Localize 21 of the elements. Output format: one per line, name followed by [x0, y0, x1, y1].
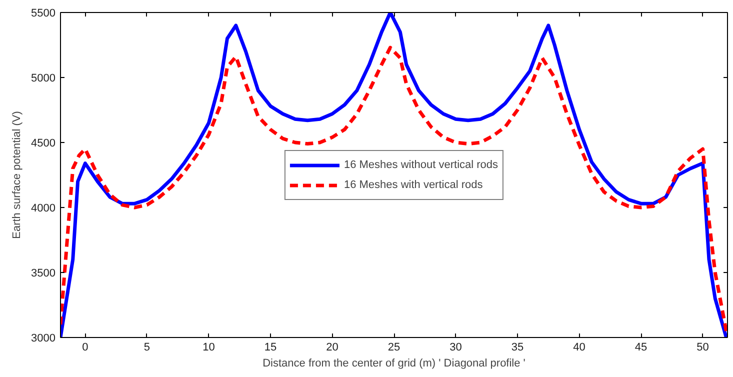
y-tick-label: 4500 [31, 138, 56, 150]
x-tick-label: 20 [326, 342, 338, 354]
legend-label: 16 Meshes without vertical rods [344, 158, 498, 170]
x-tick-label: 15 [264, 342, 277, 354]
y-axis-title: Earth surface potential (V) [11, 111, 24, 239]
y-tick-label: 3000 [31, 332, 56, 344]
x-tick-label: 30 [450, 342, 462, 354]
y-tick-label: 5000 [31, 72, 56, 84]
y-tick-label: 5500 [31, 8, 56, 20]
x-tick-label: 25 [388, 342, 400, 354]
x-tick-label: 35 [511, 342, 524, 354]
x-tick-label: 0 [82, 342, 88, 354]
x-tick-label: 40 [573, 342, 586, 354]
y-tick-label: 4000 [31, 202, 56, 214]
x-tick-label: 45 [634, 342, 648, 354]
x-axis-title: Distance from the center of grid (m) ' Diagonal profile ' [262, 358, 526, 370]
x-tick-label: 10 [202, 342, 215, 354]
y-tick-label: 3500 [31, 268, 56, 280]
x-tick-label: 50 [696, 342, 709, 354]
x-tick-label: 5 [144, 342, 150, 354]
legend-label: 16 Meshes with vertical rods [344, 178, 483, 190]
